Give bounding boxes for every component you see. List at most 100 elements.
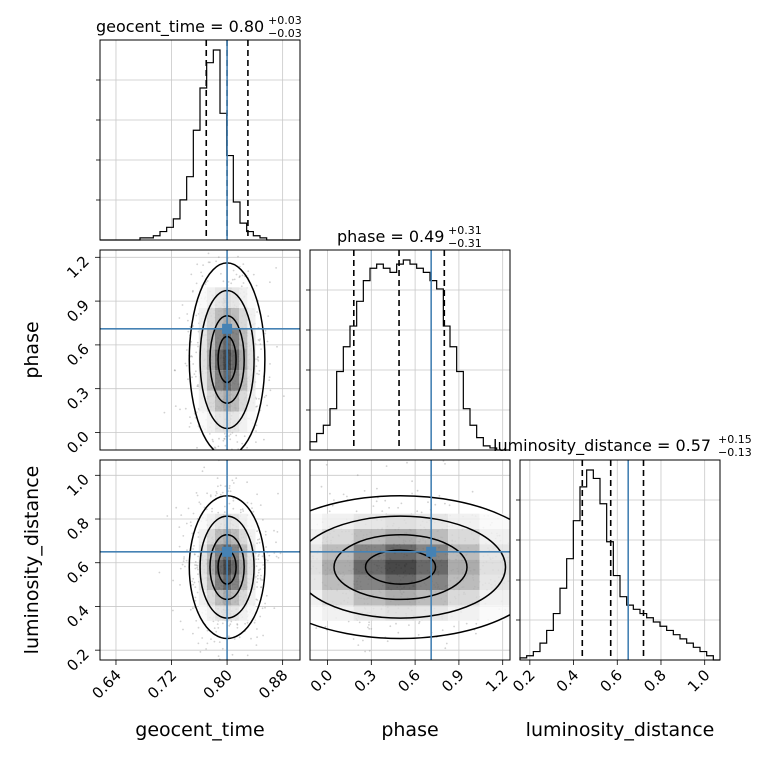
- title-luminosity-distance-plus: +0.15: [718, 433, 752, 446]
- density-cell: [206, 574, 215, 591]
- sample-point: [208, 261, 211, 264]
- sample-point: [545, 544, 547, 546]
- sample-point: [260, 348, 262, 350]
- sample-point: [235, 273, 238, 276]
- sample-point: [580, 557, 582, 559]
- ytick-label: 0.8: [63, 514, 93, 544]
- density-cell: [239, 411, 248, 433]
- sample-point: [205, 508, 208, 511]
- sample-point: [191, 355, 194, 358]
- sample-point: [238, 466, 240, 468]
- sample-point: [267, 241, 269, 243]
- density-cell: [231, 605, 240, 621]
- ytick-label: 1.0: [63, 470, 93, 500]
- sample-point: [264, 533, 267, 536]
- sample-point: [256, 493, 258, 496]
- sample-point: [193, 373, 196, 375]
- sample-point: [516, 542, 518, 544]
- sample-point: [276, 610, 278, 612]
- sample-point: [510, 510, 512, 512]
- sample-point: [180, 514, 183, 516]
- density-cell: [206, 308, 215, 329]
- sample-point: [259, 568, 262, 571]
- sample-point: [194, 567, 197, 570]
- sample-point: [329, 492, 331, 495]
- sample-point: [187, 319, 189, 322]
- sample-point: [416, 489, 419, 492]
- sample-point: [208, 433, 211, 435]
- sample-point: [197, 385, 200, 388]
- sample-point: [230, 620, 233, 623]
- sample-point: [192, 583, 195, 586]
- sample-point: [257, 571, 260, 574]
- sample-point: [267, 315, 270, 317]
- xtick-label: 0.64: [88, 666, 124, 702]
- sample-point: [416, 510, 419, 513]
- sample-point: [256, 356, 259, 359]
- sample-point: [264, 530, 267, 533]
- sample-point: [277, 570, 279, 572]
- sample-point: [406, 461, 408, 464]
- sample-point: [190, 340, 193, 343]
- sample-point: [214, 447, 217, 449]
- sample-point: [241, 465, 243, 467]
- xtick-label: 0.88: [255, 666, 291, 702]
- sample-point: [427, 501, 429, 504]
- title-geocent-time-minus: −0.03: [268, 27, 302, 40]
- panel-frame: [519, 459, 721, 661]
- sample-point: [229, 490, 232, 493]
- ylabel-luminosity-distance: luminosity_distance: [21, 466, 43, 655]
- sample-point: [219, 238, 221, 240]
- sample-point: [235, 434, 238, 437]
- ylabel-phase: phase: [21, 321, 43, 378]
- sample-point: [211, 510, 213, 513]
- sample-point: [238, 636, 241, 639]
- sample-point: [264, 606, 266, 609]
- sample-point: [206, 629, 209, 632]
- sample-point: [291, 590, 293, 592]
- xtick-label: 0.6: [394, 666, 424, 696]
- title-geocent-time-median: 0.80: [229, 17, 265, 36]
- sample-point: [333, 499, 335, 501]
- sample-point: [275, 541, 277, 544]
- title-geocent-time-text: geocent_time: [96, 17, 205, 37]
- sample-point: [264, 602, 266, 605]
- density-cell: [206, 529, 215, 545]
- sample-point: [302, 511, 304, 513]
- sample-point: [206, 642, 209, 645]
- sample-point: [196, 446, 198, 449]
- sample-point: [411, 480, 413, 483]
- sample-point: [229, 623, 232, 626]
- sample-point: [288, 560, 290, 562]
- sample-point: [631, 532, 633, 534]
- sample-point: [224, 485, 227, 488]
- sample-point: [256, 372, 258, 375]
- sample-point: [192, 632, 194, 635]
- sample-point: [256, 311, 258, 313]
- density-cell: [247, 390, 256, 412]
- sample-point: [331, 504, 334, 507]
- sample-point: [259, 510, 261, 512]
- sample-point: [194, 586, 197, 588]
- density-cell: [215, 308, 224, 329]
- sample-point: [242, 466, 244, 468]
- sample-point: [227, 490, 230, 492]
- density-cell: [479, 605, 510, 621]
- sample-point: [294, 485, 296, 487]
- sample-point: [256, 636, 258, 639]
- density-cell: [310, 513, 323, 529]
- contour-line: [310, 494, 510, 640]
- sample-point: [389, 625, 392, 628]
- density-cell: [322, 559, 354, 575]
- density-cell: [215, 390, 224, 412]
- sample-point: [303, 519, 305, 521]
- density-cell: [416, 513, 449, 529]
- sample-point: [174, 369, 176, 372]
- sample-point: [258, 373, 260, 376]
- sample-point: [258, 553, 260, 556]
- density-cell: [322, 605, 354, 621]
- density-cell: [239, 390, 248, 412]
- sample-point: [228, 624, 231, 627]
- sample-point: [434, 503, 437, 506]
- sample-point: [268, 379, 271, 382]
